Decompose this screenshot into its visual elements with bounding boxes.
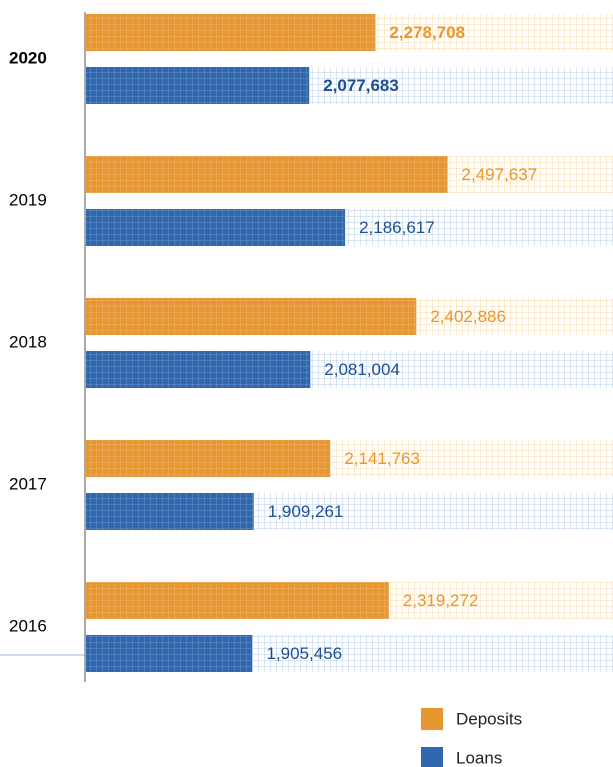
bar-track: [309, 67, 613, 104]
value-label: 2,319,272: [403, 591, 479, 610]
bar: [86, 440, 331, 477]
legend-label: Deposits: [456, 709, 522, 728]
bar: [86, 635, 253, 672]
y-tick-label: 2017: [9, 474, 47, 493]
value-label: 2,186,617: [359, 218, 435, 237]
value-label: 2,081,004: [324, 360, 400, 379]
value-label: 2,077,683: [323, 76, 399, 95]
bar-track: [447, 156, 613, 193]
bar: [86, 351, 311, 388]
bar: [86, 156, 448, 193]
legend-swatch: [421, 747, 443, 767]
bar-track: [388, 582, 613, 619]
bar: [86, 298, 417, 335]
bar: [86, 67, 310, 104]
bar-track: [416, 298, 613, 335]
bar: [86, 209, 346, 246]
bar-track: [310, 351, 613, 388]
y-tick-label: 2020: [9, 48, 47, 67]
value-label: 2,497,637: [462, 165, 538, 184]
value-label: 2,141,763: [344, 449, 420, 468]
y-tick-label: 2016: [9, 616, 47, 635]
legend-label: Loans: [456, 748, 502, 767]
legend-swatch: [421, 708, 443, 730]
y-tick-label: 2019: [9, 190, 47, 209]
bar-track: [330, 440, 613, 477]
bar-track: [252, 635, 613, 672]
y-tick-label: 2018: [9, 332, 47, 351]
bar: [86, 582, 389, 619]
bar: [86, 14, 376, 51]
bar-track: [253, 493, 613, 530]
bar-track: [375, 14, 613, 51]
bar: [86, 493, 254, 530]
bar-track: [345, 209, 613, 246]
value-label: 1,905,456: [266, 644, 342, 663]
value-label: 1,909,261: [268, 502, 344, 521]
value-label: 2,278,708: [389, 23, 465, 42]
value-label: 2,402,886: [430, 307, 506, 326]
